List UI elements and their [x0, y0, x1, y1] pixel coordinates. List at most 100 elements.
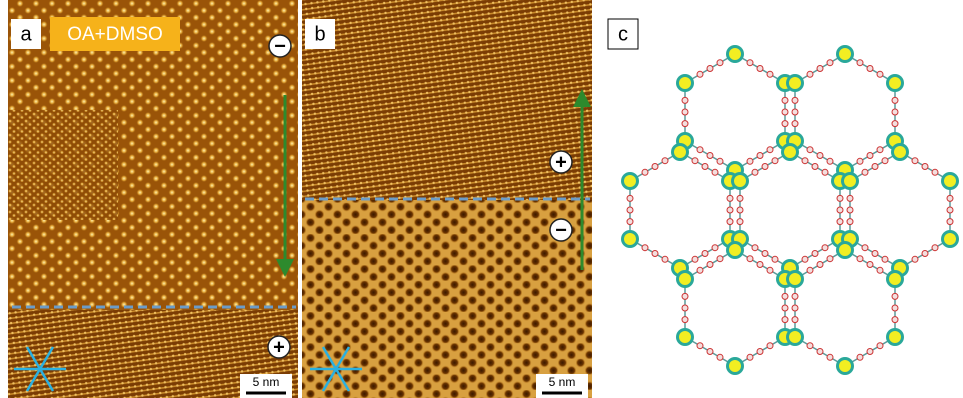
panel-a: a OA+DMSO − + 5 nm	[8, 0, 298, 398]
linker-atom	[817, 66, 823, 72]
node	[839, 48, 851, 60]
linker-atom	[867, 262, 873, 268]
linker-atom	[762, 251, 768, 257]
node	[789, 331, 801, 343]
linker-atom	[782, 97, 788, 103]
linker-atom	[892, 305, 898, 311]
linker-atom	[767, 147, 773, 153]
linker-atom	[827, 60, 833, 66]
linker-atom	[877, 267, 883, 273]
linker-atom	[772, 158, 778, 164]
linker-atom	[782, 305, 788, 311]
linker-atom	[782, 109, 788, 115]
linker-atom	[862, 245, 868, 251]
node	[889, 331, 901, 343]
node	[839, 360, 851, 372]
linker-atom	[712, 245, 718, 251]
linker-atom	[717, 60, 723, 66]
linker-atom	[892, 97, 898, 103]
linker-atom	[682, 97, 688, 103]
linker-atom	[747, 60, 753, 66]
linker-atom	[727, 207, 733, 213]
linker-atom	[772, 256, 778, 262]
linker-atom	[792, 317, 798, 323]
linker-atom	[717, 256, 723, 262]
sign: −	[274, 35, 286, 57]
linker-atom	[652, 164, 658, 170]
linker-atom	[912, 158, 918, 164]
panel-c: c	[608, 19, 959, 375]
stm-region	[8, 110, 118, 220]
linker-atom	[847, 195, 853, 201]
linker-atom	[932, 169, 938, 175]
node	[624, 233, 636, 245]
node	[839, 244, 851, 256]
linker-atom	[867, 153, 873, 159]
linker-atom	[877, 343, 883, 349]
sign: +	[555, 151, 567, 173]
condition-tag: OA+DMSO	[67, 24, 163, 45]
node	[679, 273, 691, 285]
linker-atom	[767, 71, 773, 77]
linker-atom	[782, 293, 788, 299]
linker-atom	[877, 147, 883, 153]
node	[729, 48, 741, 60]
node	[729, 244, 741, 256]
linker-atom	[817, 262, 823, 268]
node	[679, 331, 691, 343]
node	[729, 360, 741, 372]
node	[789, 273, 801, 285]
linker-atom	[857, 256, 863, 262]
linker-atom	[682, 109, 688, 115]
node	[889, 77, 901, 89]
panel-label: b	[314, 23, 325, 45]
linker-atom	[697, 147, 703, 153]
linker-atom	[837, 195, 843, 201]
linker-atom	[762, 164, 768, 170]
linker-atom	[757, 66, 763, 72]
linker-atom	[792, 109, 798, 115]
linker-atom	[892, 121, 898, 127]
linker-atom	[807, 267, 813, 273]
linker-atom	[822, 169, 828, 175]
linker-atom	[807, 147, 813, 153]
linker-atom	[627, 195, 633, 201]
linker-atom	[872, 164, 878, 170]
linker-atom	[757, 153, 763, 159]
node	[624, 175, 636, 187]
node	[894, 146, 906, 158]
linker-atom	[822, 245, 828, 251]
node	[674, 146, 686, 158]
linker-atom	[717, 354, 723, 360]
linker-atom	[892, 293, 898, 299]
linker-atom	[662, 158, 668, 164]
linker-atom	[707, 349, 713, 355]
linker-atom	[702, 164, 708, 170]
linker-atom	[947, 219, 953, 225]
linker-atom	[867, 66, 873, 72]
sign: +	[273, 336, 285, 358]
linker-atom	[662, 256, 668, 262]
linker-atom	[877, 71, 883, 77]
linker-atom	[862, 169, 868, 175]
linker-atom	[802, 256, 808, 262]
linker-atom	[827, 158, 833, 164]
linker-atom	[757, 262, 763, 268]
linker-atom	[792, 293, 798, 299]
linker-atom	[857, 354, 863, 360]
linker-atom	[702, 251, 708, 257]
node	[944, 233, 956, 245]
linker-atom	[892, 109, 898, 115]
linker-atom	[807, 71, 813, 77]
linker-atom	[707, 66, 713, 72]
sign: −	[555, 219, 567, 241]
linker-atom	[867, 349, 873, 355]
linker-atom	[697, 267, 703, 273]
linker-atom	[857, 60, 863, 66]
linker-atom	[792, 121, 798, 127]
linker-atom	[782, 121, 788, 127]
linker-atom	[692, 158, 698, 164]
scale-bar-label: 5 nm	[253, 375, 280, 389]
linker-atom	[682, 305, 688, 311]
linker-atom	[812, 251, 818, 257]
